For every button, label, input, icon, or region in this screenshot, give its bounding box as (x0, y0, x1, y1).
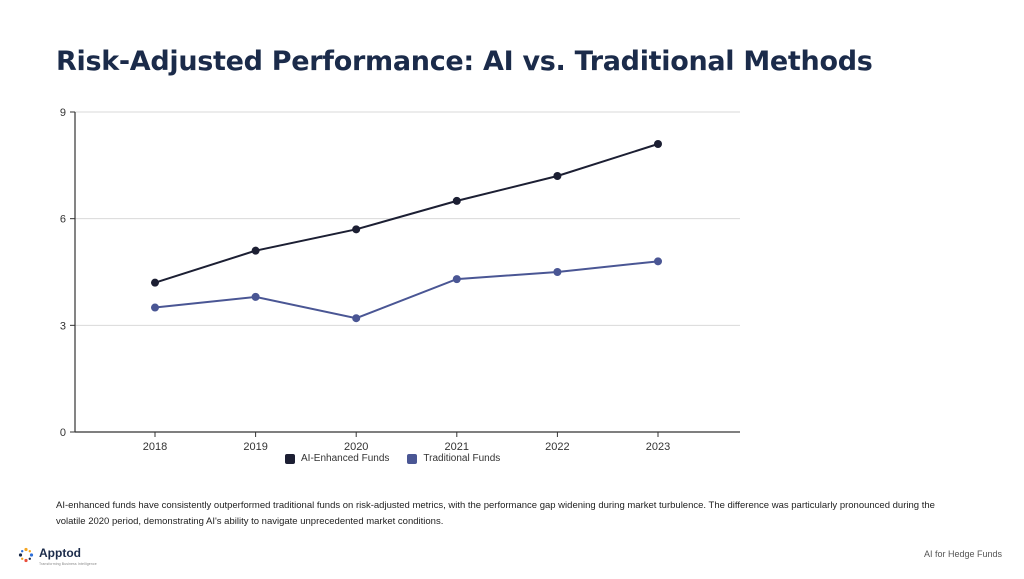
data-point-1 (452, 275, 461, 284)
legend-item-ai[interactable]: AI-Enhanced Funds (285, 453, 389, 464)
data-point-1 (352, 314, 361, 323)
legend-label-traditional: Traditional Funds (423, 453, 501, 464)
y-tick-label: 3 (60, 320, 66, 332)
data-point-1 (251, 292, 260, 301)
page-title: Risk-Adjusted Performance: AI vs. Tradit… (56, 46, 873, 77)
y-tick-label: 0 (60, 427, 66, 439)
data-point-0 (452, 196, 461, 205)
logo-mark-icon (18, 547, 34, 563)
legend-label-ai: AI-Enhanced Funds (301, 453, 390, 464)
x-tick-label: 2018 (143, 441, 167, 453)
series-line-0 (154, 143, 659, 284)
series-line-1 (154, 260, 659, 320)
data-point-0 (251, 246, 260, 255)
data-point-0 (654, 140, 662, 148)
data-point-0 (553, 172, 562, 180)
data-point-0 (352, 225, 361, 234)
y-tick-label: 6 (60, 214, 66, 226)
brand-tagline: Transforming Business Intelligence (39, 562, 97, 566)
data-point-1 (654, 257, 662, 266)
legend-item-traditional[interactable]: Traditional Funds (407, 453, 500, 464)
footer-label: AI for Hedge Funds (923, 549, 1002, 559)
x-tick-label: 2023 (646, 441, 670, 453)
legend-swatch-traditional (407, 453, 418, 464)
x-tick-label: 2022 (545, 441, 569, 453)
data-point-1 (553, 268, 562, 276)
brand-name: Apptod (39, 546, 81, 560)
chart-description: AI-enhanced funds have consistently outp… (56, 500, 935, 527)
brand-logo: Apptod Transforming Business Intelligenc… (18, 544, 97, 566)
y-tick-label: 9 (60, 107, 66, 119)
data-point-1 (151, 303, 159, 312)
data-point-0 (151, 278, 159, 287)
x-tick-label: 2020 (344, 441, 368, 453)
legend-swatch-ai (285, 453, 295, 464)
x-tick-label: 2019 (243, 441, 267, 453)
chart-legend: AI-Enhanced Funds Traditional Funds (285, 453, 500, 464)
x-tick-label: 2021 (445, 441, 469, 453)
